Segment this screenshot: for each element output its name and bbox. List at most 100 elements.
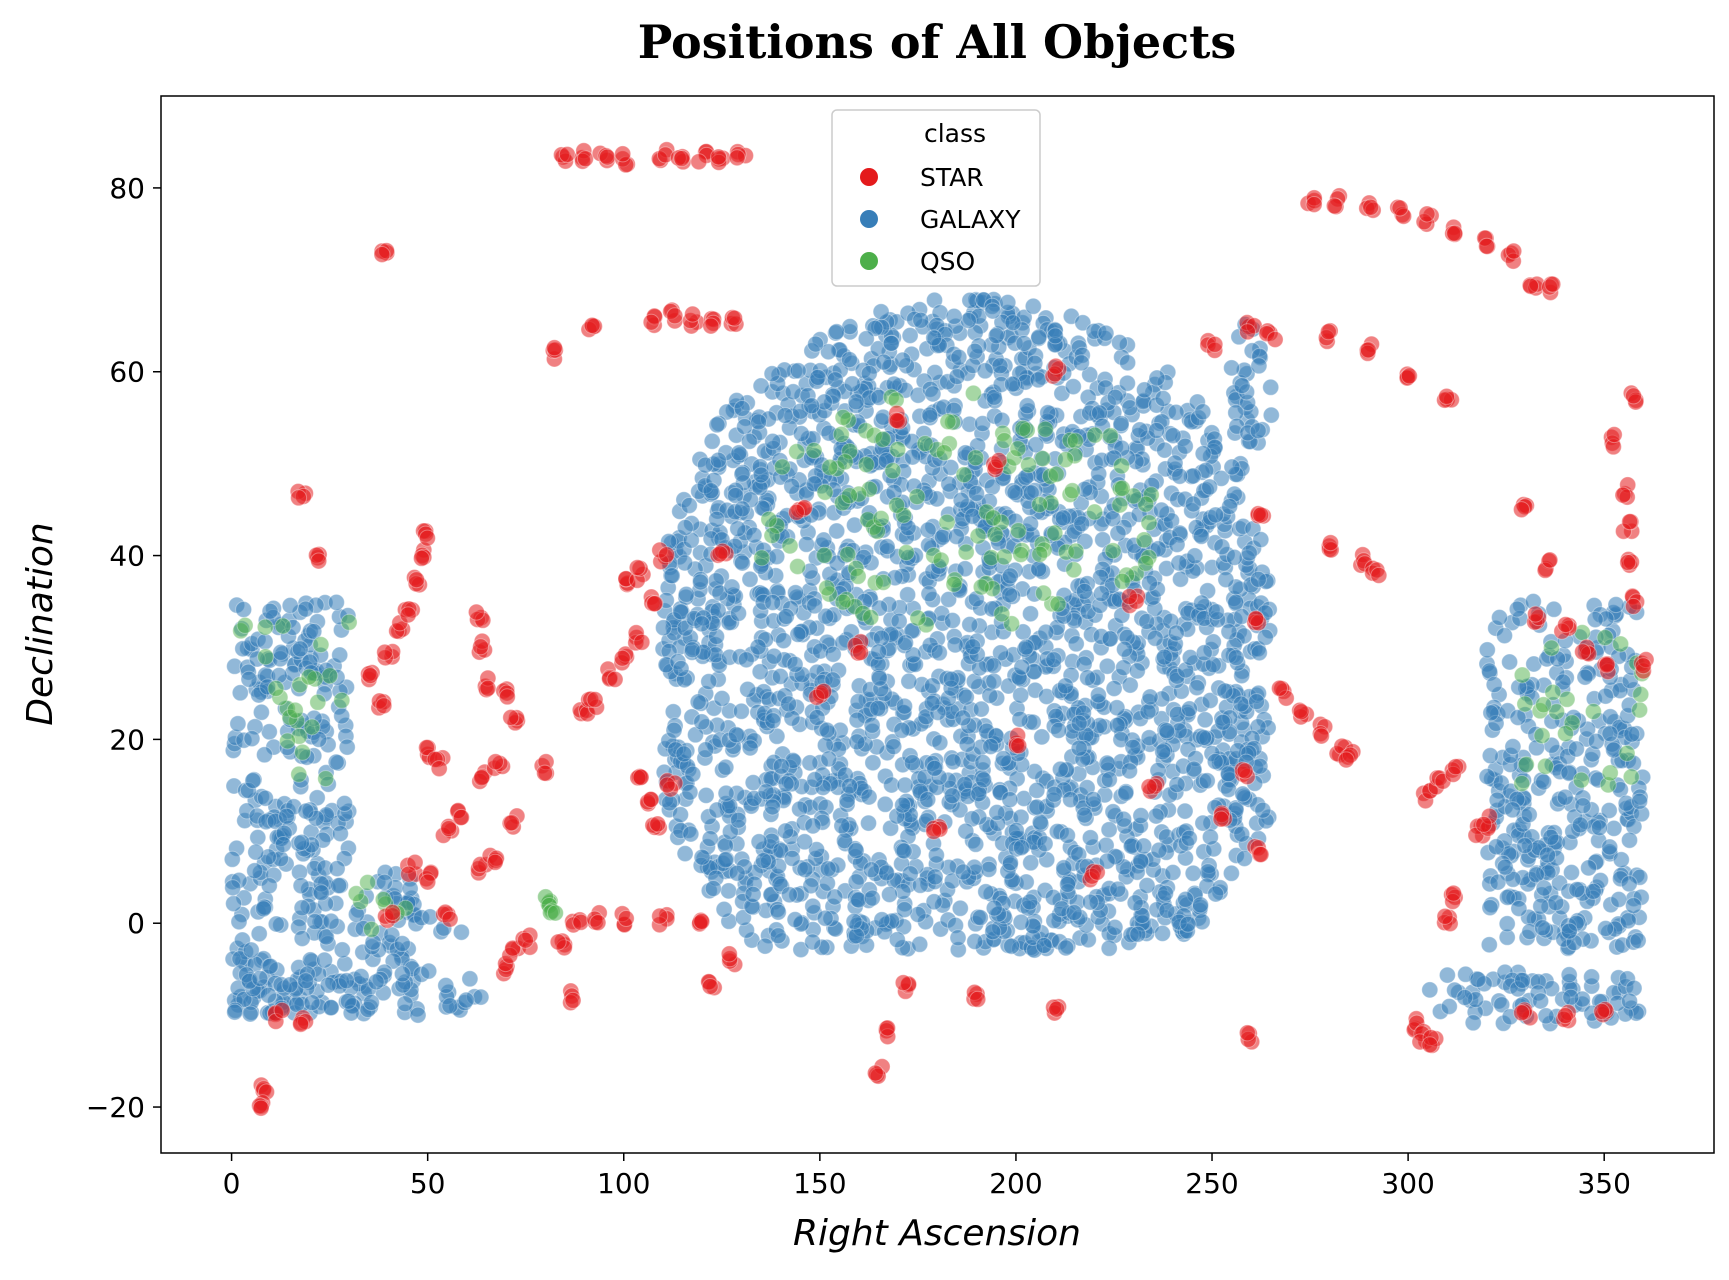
star-point xyxy=(1010,737,1028,755)
galaxy-point xyxy=(911,935,929,953)
qso-point xyxy=(834,408,852,426)
galaxy-point xyxy=(1221,498,1239,515)
galaxy-point xyxy=(1100,939,1118,957)
qso-point xyxy=(938,513,956,531)
qso-point xyxy=(832,425,850,443)
galaxy-point xyxy=(704,880,722,897)
galaxy-point xyxy=(718,403,736,421)
qso-point xyxy=(1009,440,1027,458)
galaxy-point xyxy=(1249,570,1267,588)
star-point xyxy=(1370,566,1388,584)
galaxy-point xyxy=(826,888,844,906)
galaxy-point xyxy=(818,721,836,739)
qso-point xyxy=(300,668,318,686)
star-point xyxy=(852,643,869,661)
galaxy-point xyxy=(843,375,861,393)
galaxy-point xyxy=(1438,966,1456,984)
star-point xyxy=(1391,199,1409,217)
star-point xyxy=(628,559,646,577)
galaxy-point xyxy=(771,667,789,685)
star-point xyxy=(375,697,393,715)
galaxy-point xyxy=(919,521,937,539)
star-point xyxy=(726,309,743,327)
qso-point xyxy=(945,575,963,593)
galaxy-point xyxy=(338,738,356,756)
galaxy-point xyxy=(1193,913,1211,931)
qso-point xyxy=(286,701,304,719)
star-point xyxy=(888,412,906,430)
qso-point xyxy=(995,432,1013,450)
star-point xyxy=(1206,335,1224,353)
galaxy-point xyxy=(1028,781,1046,799)
galaxy-point xyxy=(930,644,948,662)
qso-point xyxy=(309,693,327,711)
qso-point xyxy=(993,605,1011,623)
galaxy-point xyxy=(1567,740,1585,758)
star-point xyxy=(1305,196,1323,213)
star-point xyxy=(1212,810,1230,828)
star-point xyxy=(503,814,521,832)
galaxy-point xyxy=(393,935,411,953)
galaxy-point xyxy=(1504,870,1522,888)
galaxy-point xyxy=(1201,692,1219,709)
star-point xyxy=(1544,275,1562,293)
star-point xyxy=(651,907,669,925)
galaxy-point xyxy=(840,351,858,369)
legend: class STAR GALAXY QSO xyxy=(831,109,1041,287)
galaxy-point xyxy=(878,864,895,882)
galaxy-point xyxy=(733,500,751,518)
legend-label-star: STAR xyxy=(920,163,984,192)
galaxy-point xyxy=(943,787,961,805)
star-point xyxy=(467,603,485,621)
galaxy-point xyxy=(1037,623,1055,641)
galaxy-point xyxy=(1532,897,1550,915)
galaxy-point xyxy=(1139,703,1157,721)
galaxy-point xyxy=(923,694,941,712)
galaxy-point xyxy=(1216,682,1234,700)
galaxy-point xyxy=(1146,629,1164,647)
galaxy-point xyxy=(1262,378,1280,396)
galaxy-point xyxy=(1153,501,1170,519)
qso-point xyxy=(984,509,1002,527)
galaxy-point xyxy=(817,607,835,625)
galaxy-point xyxy=(805,475,823,493)
galaxy-point xyxy=(274,836,292,853)
galaxy-point xyxy=(869,699,887,717)
galaxy-point xyxy=(383,926,401,944)
galaxy-point xyxy=(1535,773,1553,791)
galaxy-point xyxy=(849,693,867,711)
galaxy-point xyxy=(242,941,260,959)
qso-point xyxy=(972,578,990,596)
galaxy-point xyxy=(808,709,826,726)
qso-point xyxy=(1631,701,1649,719)
star-point xyxy=(598,148,616,166)
legend-title: class xyxy=(924,119,986,148)
galaxy-point xyxy=(895,842,913,860)
star-point xyxy=(1446,224,1464,242)
galaxy-point xyxy=(1600,802,1618,819)
galaxy-point xyxy=(1172,570,1189,588)
galaxy-point xyxy=(256,633,274,651)
galaxy-point xyxy=(1158,902,1176,919)
galaxy-point xyxy=(336,955,354,973)
galaxy-point xyxy=(1089,686,1107,704)
galaxy-point xyxy=(1537,1007,1555,1025)
qso-point xyxy=(1035,584,1052,602)
galaxy-point xyxy=(980,860,998,878)
galaxy-point xyxy=(441,997,459,1015)
galaxy-point xyxy=(789,625,807,643)
galaxy-point xyxy=(665,721,683,739)
galaxy-point xyxy=(680,497,698,514)
qso-point xyxy=(897,544,915,562)
galaxy-point xyxy=(841,777,859,795)
galaxy-point xyxy=(1067,635,1085,653)
galaxy-point xyxy=(1059,875,1077,893)
galaxy-point xyxy=(984,923,1002,941)
qso-point xyxy=(1066,432,1084,450)
qso-point xyxy=(955,466,973,484)
star-point xyxy=(472,638,490,656)
galaxy-point xyxy=(730,604,747,622)
qso-point xyxy=(874,430,892,448)
galaxy-point xyxy=(1179,915,1197,933)
qso-point xyxy=(1067,542,1085,560)
